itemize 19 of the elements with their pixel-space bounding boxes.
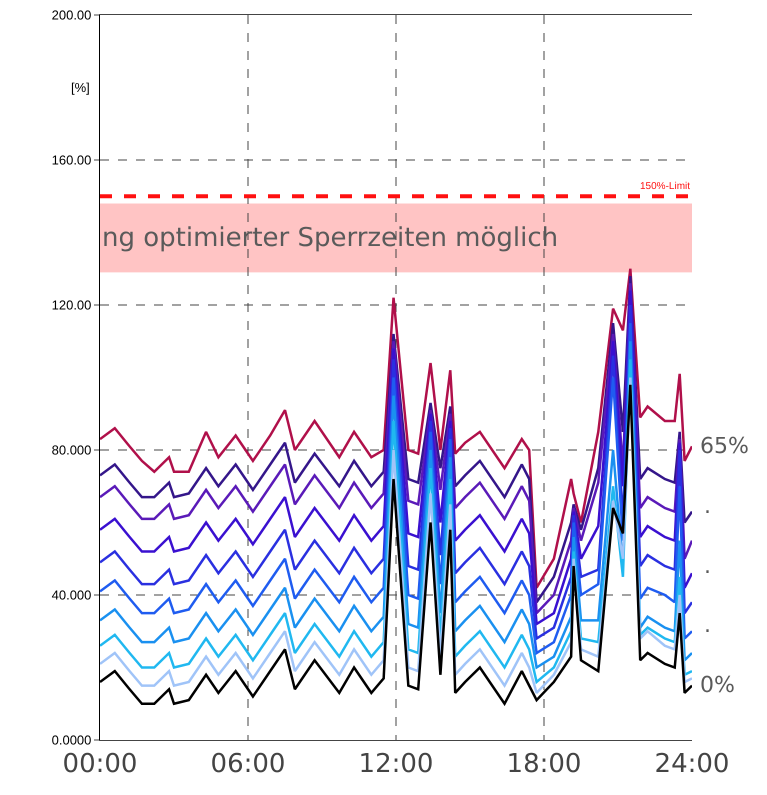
text: . [704, 554, 711, 579]
x-tick-label: 00:00 [62, 749, 138, 780]
y-tick-label: 160.00 [52, 152, 92, 168]
x-tick-label: 18:00 [506, 749, 582, 780]
y-tick-label: 120.00 [52, 298, 92, 313]
y-tick-label: 80.000 [52, 442, 92, 458]
y-tick-label: 200.00 [52, 8, 92, 23]
text: . [704, 613, 711, 638]
series-label: 65% [700, 434, 749, 459]
ref-line-label: 150%-Limit [640, 181, 690, 192]
y-tick-label: 40.000 [52, 588, 92, 603]
x-tick-label: 06:00 [210, 749, 286, 780]
y-axis-title: [%] [71, 80, 90, 95]
x-tick-label: 12:00 [358, 749, 434, 780]
text: . [704, 494, 711, 519]
y-tick-label: 0.0000 [52, 732, 92, 748]
band-label: ng optimierter Sperrzeiten möglich [102, 223, 558, 253]
x-tick-label: 24:00 [654, 749, 730, 780]
series-label: 0% [700, 673, 735, 698]
